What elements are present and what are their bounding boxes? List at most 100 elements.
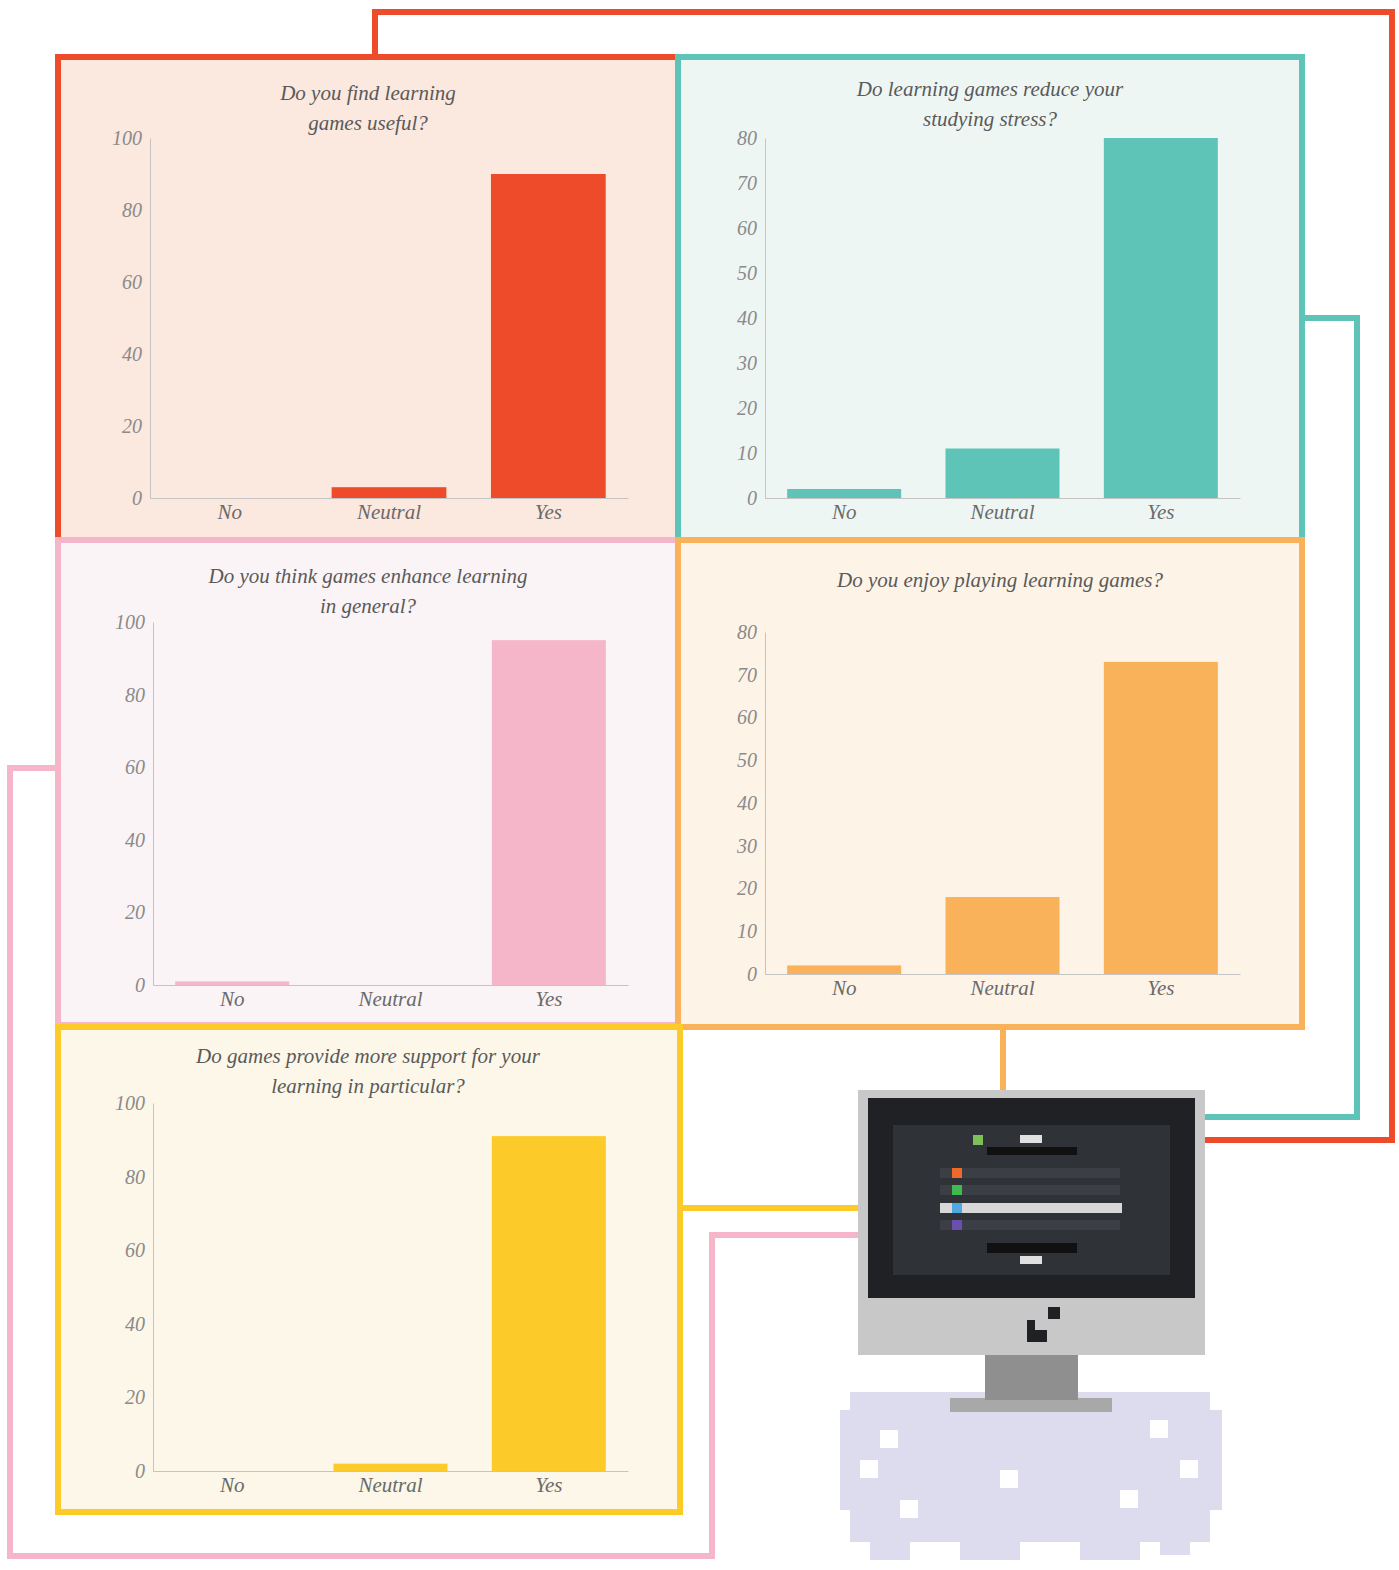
bars (175, 640, 606, 985)
tick-label: Neutral (356, 500, 421, 524)
bar-chart: Do games provide more support for yourle… (115, 1044, 629, 1497)
shadow-gap (860, 1460, 878, 1478)
tick: 80 (737, 621, 765, 643)
y-axis: 020406080100 (112, 127, 151, 509)
tick-label: 20 (125, 901, 145, 923)
monitor-bezel (868, 1098, 1195, 1298)
canvas: Do you find learninggames useful? 0 20 40 60… (0, 0, 1399, 1570)
tick: 40 (737, 792, 765, 814)
x-axis: NoNeutralYes (766, 974, 1241, 1000)
pixel (1027, 1320, 1047, 1342)
tick: No (831, 498, 857, 524)
tick-label: 40 (737, 307, 757, 329)
shadow-gap (880, 1430, 898, 1448)
tick-label: 100 (115, 611, 145, 633)
monitor-frame (858, 1090, 1205, 1355)
tick-label: 40 (737, 792, 757, 814)
tick-label: No (219, 987, 245, 1011)
bar (1104, 138, 1218, 498)
y-axis: 01020304050607080 (736, 621, 766, 985)
panel (678, 540, 1302, 1027)
tick-label: 70 (737, 664, 757, 686)
tick-label: 10 (737, 442, 757, 464)
bar-chart: Do learning games reduce yourstudying st… (736, 77, 1241, 524)
bar (491, 174, 606, 498)
connectors (10, 12, 1392, 1556)
pixel (952, 1220, 962, 1230)
tick-label: No (219, 1473, 245, 1497)
bar (946, 449, 1060, 499)
tick-label: 0 (132, 487, 142, 509)
tick: Yes (535, 498, 562, 524)
pixel (940, 1220, 1120, 1230)
bar (334, 1464, 448, 1471)
tick: 80 (737, 127, 765, 149)
tick-label: 20 (737, 397, 757, 419)
shadow-gap (1120, 1490, 1138, 1508)
tick: 80 (122, 199, 150, 221)
tick: Yes (1147, 498, 1174, 524)
tick-label: 80 (122, 199, 142, 221)
bar (334, 985, 448, 986)
panel (58, 57, 678, 540)
pixel (987, 1243, 1077, 1253)
tick: 100 (112, 127, 150, 149)
chart-title: Do you find learninggames useful? (279, 81, 456, 135)
bars (787, 662, 1218, 974)
tick: 10 (737, 920, 765, 942)
tick: 50 (737, 262, 765, 284)
tick: 70 (737, 664, 765, 686)
y-axis: 01020304050607080 (736, 127, 766, 509)
tick-label: 30 (736, 352, 757, 374)
tick-label: 50 (737, 262, 757, 284)
tick-label: 100 (112, 127, 142, 149)
axis-line (154, 985, 629, 986)
tick-label: No (831, 500, 857, 524)
y-axis: 020406080100 (115, 611, 154, 996)
tick: 0 (135, 974, 153, 996)
tick-label: 40 (122, 343, 142, 365)
shadow (1200, 1410, 1222, 1510)
tick-label: Yes (535, 500, 562, 524)
tick: Neutral (356, 498, 421, 524)
tick-label: Yes (1147, 500, 1174, 524)
tick: Neutral (969, 974, 1034, 1000)
tick-label: Yes (535, 1473, 562, 1497)
pixel (1020, 1256, 1042, 1264)
tick: 0 (135, 1460, 153, 1482)
tick: 60 (125, 756, 153, 778)
bar (946, 897, 1060, 974)
tick: No (831, 974, 857, 1000)
tick-label: 20 (737, 877, 757, 899)
bar-chart: Do you think games enhance learningin ge… (115, 564, 629, 1011)
tick-label: No (216, 500, 242, 524)
tick-label: 0 (747, 487, 757, 509)
axis-line (766, 498, 1241, 499)
bars (787, 138, 1218, 498)
tick-label: 80 (125, 1166, 145, 1188)
bar (1104, 662, 1218, 974)
bar (175, 981, 289, 985)
tick: Neutral (969, 498, 1034, 524)
axis-line (151, 498, 629, 499)
panel (678, 57, 1302, 540)
tick: 60 (125, 1239, 153, 1261)
tick-label: 70 (737, 172, 757, 194)
tick-label: 20 (122, 415, 142, 437)
bar-chart: Do you find learninggames useful?0204060… (112, 81, 629, 524)
tick: No (216, 498, 242, 524)
tick: 40 (737, 307, 765, 329)
tick: 70 (737, 172, 765, 194)
shadow (1080, 1540, 1140, 1560)
pixel (940, 1185, 1120, 1195)
pixel (952, 1185, 962, 1195)
tick-label: 20 (125, 1386, 145, 1408)
connector-line (680, 1205, 858, 1211)
bar (332, 487, 447, 498)
bar-chart: Do you enjoy playing learning games?0102… (736, 568, 1241, 1000)
tick: 30 (736, 835, 765, 857)
pixel (952, 1203, 962, 1213)
tick-label: Yes (535, 987, 562, 1011)
tick-label: 50 (737, 749, 757, 771)
bar (492, 1136, 606, 1471)
